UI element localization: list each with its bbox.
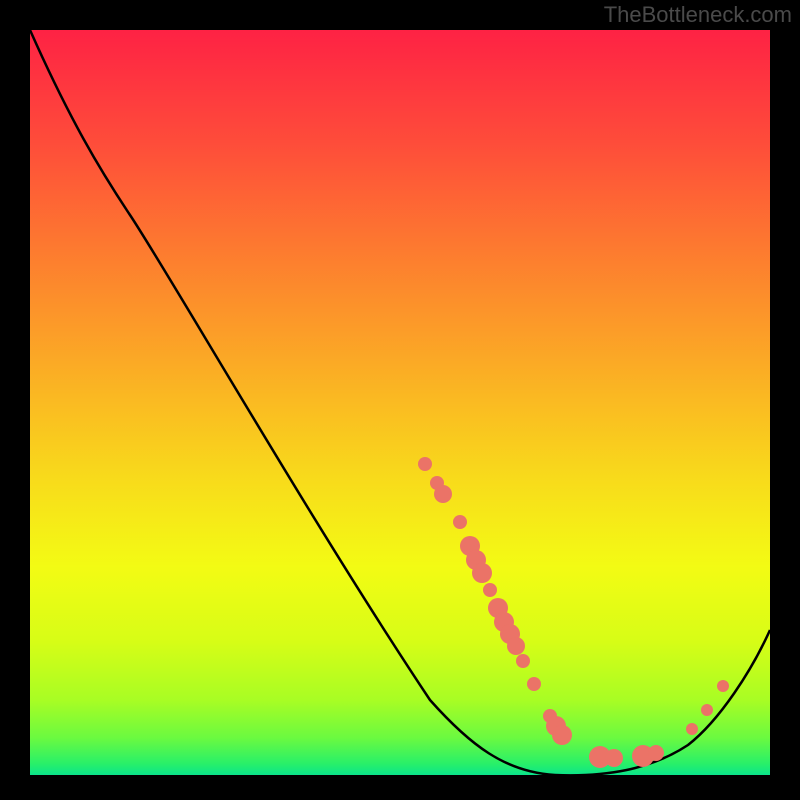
data-marker <box>648 745 664 761</box>
data-marker <box>483 583 497 597</box>
data-marker <box>552 725 572 745</box>
data-marker <box>717 680 729 692</box>
data-marker <box>527 677 541 691</box>
data-marker <box>453 515 467 529</box>
chart-container: TheBottleneck.com <box>0 0 800 800</box>
bottleneck-chart <box>0 0 800 800</box>
data-marker <box>605 749 623 767</box>
plot-background <box>30 30 770 775</box>
watermark-text: TheBottleneck.com <box>604 2 792 28</box>
data-marker <box>434 485 452 503</box>
data-marker <box>507 637 525 655</box>
data-marker <box>701 704 713 716</box>
data-marker <box>472 563 492 583</box>
data-marker <box>686 723 698 735</box>
data-marker <box>418 457 432 471</box>
data-marker <box>516 654 530 668</box>
